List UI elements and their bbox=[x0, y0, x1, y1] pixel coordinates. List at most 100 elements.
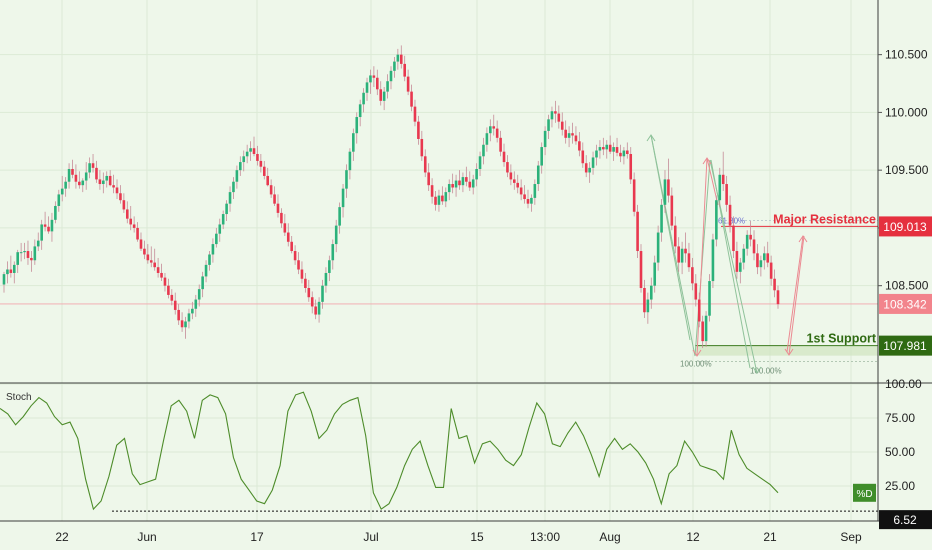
candle-body bbox=[160, 272, 163, 278]
stoch-tick-label: 50.00 bbox=[885, 445, 915, 459]
candle-body bbox=[249, 148, 252, 152]
candle-body bbox=[338, 207, 341, 226]
candle-body bbox=[16, 252, 19, 265]
candle-body bbox=[670, 195, 674, 226]
candle-body bbox=[232, 181, 235, 193]
candle-body bbox=[708, 281, 711, 316]
candle-body bbox=[598, 147, 602, 151]
price-tick-label: 108.500 bbox=[885, 279, 929, 293]
arrow-head bbox=[752, 366, 762, 374]
candle-body bbox=[382, 91, 386, 101]
candle-body bbox=[304, 278, 307, 288]
time-tick-label: 12 bbox=[686, 530, 700, 544]
candle-body bbox=[314, 306, 317, 315]
candle-body bbox=[403, 63, 406, 77]
candle-body bbox=[273, 194, 276, 204]
candle-body bbox=[12, 264, 16, 273]
candle-body bbox=[78, 181, 81, 186]
candle-body bbox=[26, 251, 30, 258]
candle-body bbox=[684, 248, 687, 254]
candles-group bbox=[2, 45, 780, 349]
stoch-d-line bbox=[0, 391, 779, 511]
candle-body bbox=[608, 144, 612, 152]
candle-body bbox=[560, 121, 564, 130]
candle-body bbox=[622, 150, 626, 157]
candle-body bbox=[57, 194, 61, 206]
candle-body bbox=[656, 232, 660, 263]
candle-body bbox=[454, 180, 458, 188]
candle-body bbox=[9, 269, 13, 273]
candle-body bbox=[499, 137, 502, 152]
price-tick-label: 109.500 bbox=[885, 163, 929, 177]
candle-body bbox=[413, 106, 417, 122]
candle-body bbox=[430, 185, 434, 197]
candle-body bbox=[331, 244, 335, 261]
candle-body bbox=[369, 75, 372, 83]
arrow-head bbox=[692, 349, 702, 357]
candle-body bbox=[280, 212, 283, 224]
candle-body bbox=[259, 160, 263, 167]
projection-arrow-path bbox=[786, 235, 804, 353]
candle-body bbox=[718, 174, 722, 201]
candle-body bbox=[98, 179, 102, 185]
candle-body bbox=[50, 219, 54, 232]
candle-body bbox=[468, 181, 472, 188]
candle-body bbox=[478, 156, 482, 170]
candle-body bbox=[33, 246, 37, 261]
candle-body bbox=[495, 128, 499, 138]
candle-body bbox=[735, 251, 739, 272]
candle-body bbox=[574, 135, 578, 142]
grid-lines bbox=[0, 0, 878, 521]
candle-body bbox=[423, 156, 427, 173]
candle-body bbox=[204, 264, 208, 277]
candle-body bbox=[427, 172, 430, 186]
support-label: 1st Support bbox=[807, 332, 877, 346]
candle-body bbox=[324, 272, 328, 286]
candle-body bbox=[215, 233, 218, 245]
candle-body bbox=[396, 54, 400, 62]
candle-body bbox=[410, 91, 413, 107]
candle-body bbox=[262, 166, 266, 176]
candle-body bbox=[502, 151, 506, 163]
candle-body bbox=[441, 195, 444, 202]
candle-body bbox=[334, 225, 338, 245]
candle-body bbox=[673, 225, 677, 247]
candle-body bbox=[102, 180, 105, 185]
candle-body bbox=[471, 179, 475, 188]
candle-body bbox=[211, 244, 215, 255]
candle-body bbox=[352, 133, 355, 152]
stoch-tick-label: 25.00 bbox=[885, 479, 915, 493]
candle-body bbox=[578, 141, 581, 151]
stoch-tick-label: 75.00 bbox=[885, 411, 915, 425]
candle-body bbox=[365, 82, 369, 93]
candle-body bbox=[584, 163, 588, 173]
price-tag bbox=[879, 335, 932, 356]
candle-body bbox=[180, 320, 184, 328]
candle-body bbox=[632, 179, 636, 212]
candle-body bbox=[519, 187, 523, 195]
arrow-head bbox=[784, 348, 794, 356]
candle-body bbox=[297, 260, 300, 270]
time-tick-label: Sep bbox=[840, 530, 862, 544]
candle-body bbox=[125, 209, 129, 219]
candle-body bbox=[595, 150, 598, 158]
candle-body bbox=[547, 119, 550, 131]
candle-body bbox=[567, 133, 571, 138]
candle-body bbox=[43, 224, 47, 227]
candle-body bbox=[393, 61, 396, 71]
candle-body bbox=[649, 285, 653, 300]
time-tick-label: 21 bbox=[763, 530, 777, 544]
projection-arrow-path bbox=[710, 159, 751, 369]
candle-body bbox=[156, 267, 160, 273]
candle-body bbox=[512, 179, 516, 183]
candle-body bbox=[701, 321, 704, 342]
candle-body bbox=[506, 162, 509, 173]
candle-body bbox=[543, 130, 547, 148]
price-tick-label: 110.000 bbox=[885, 105, 928, 119]
resistance-label: Major Resistance bbox=[773, 212, 876, 226]
candle-body bbox=[379, 89, 383, 101]
candle-body bbox=[759, 260, 763, 268]
candle-body bbox=[286, 232, 290, 242]
candle-body bbox=[715, 200, 718, 240]
